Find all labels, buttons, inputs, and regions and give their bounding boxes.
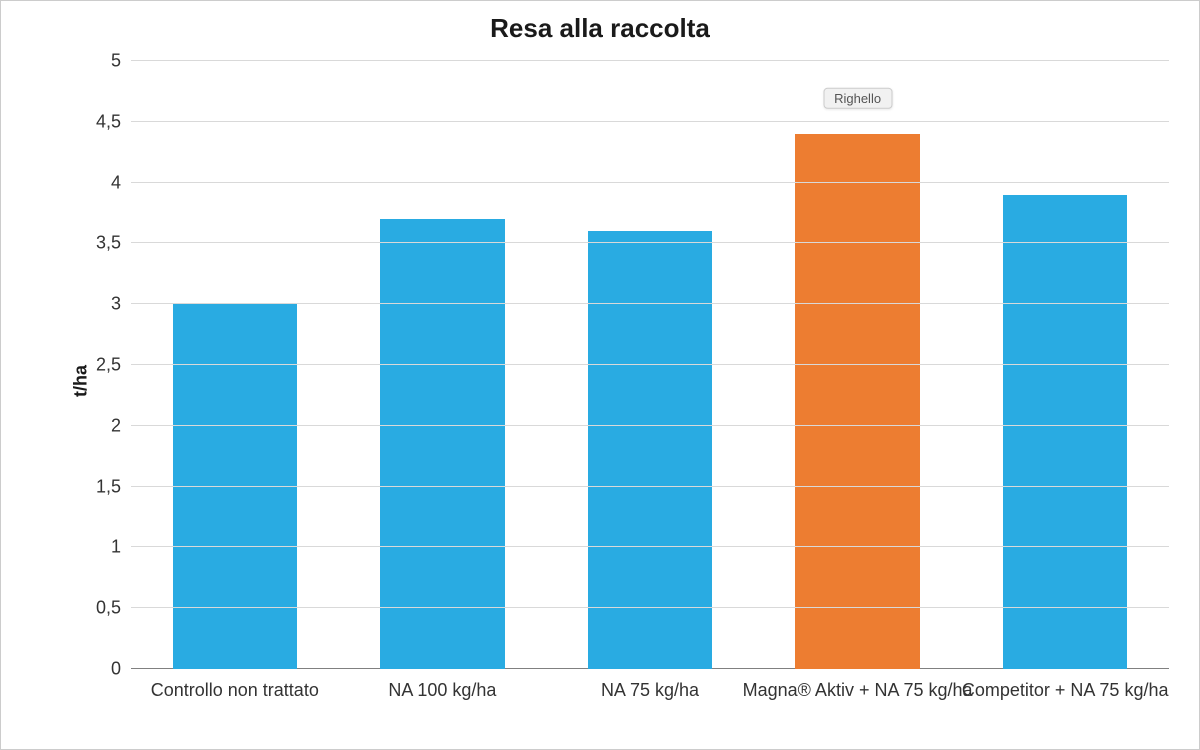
grid-line: [131, 303, 1169, 304]
grid-line: [131, 546, 1169, 547]
y-tick-label: 4,5: [96, 111, 131, 132]
y-tick-label: 0: [111, 659, 131, 680]
grid-line: [131, 607, 1169, 608]
grid-line: [131, 121, 1169, 122]
grid-line: [131, 60, 1169, 61]
tooltip-righello: Righello: [823, 88, 892, 109]
grid-line: [131, 182, 1169, 183]
y-tick-label: 1: [111, 537, 131, 558]
x-tick-label: Competitor + NA 75 kg/ha: [878, 669, 1200, 702]
grid-line: [131, 425, 1169, 426]
plot: Controllo non trattatoNA 100 kg/haNA 75 …: [131, 61, 1169, 669]
bar-slot: Magna® Aktiv + NA 75 kg/haRighello: [754, 61, 962, 669]
y-tick-label: 2: [111, 415, 131, 436]
grid-line: [131, 486, 1169, 487]
plot-area: t/ha Controllo non trattatoNA 100 kg/haN…: [81, 61, 1169, 669]
bar[interactable]: [1003, 195, 1128, 669]
y-tick-label: 3,5: [96, 233, 131, 254]
y-tick-label: 0,5: [96, 598, 131, 619]
bar[interactable]: [380, 219, 505, 669]
bar[interactable]: [795, 134, 920, 669]
y-tick-label: 5: [111, 51, 131, 72]
chart-title: Resa alla raccolta: [21, 13, 1179, 44]
bar-slot: NA 75 kg/ha: [546, 61, 754, 669]
bar-slot: NA 100 kg/ha: [339, 61, 547, 669]
bar-slot: Controllo non trattato: [131, 61, 339, 669]
grid-line: [131, 364, 1169, 365]
chart-container: Resa alla raccolta t/ha Controllo non tr…: [0, 0, 1200, 750]
y-tick-label: 1,5: [96, 476, 131, 497]
bars-group: Controllo non trattatoNA 100 kg/haNA 75 …: [131, 61, 1169, 669]
y-axis-label: t/ha: [71, 365, 92, 397]
y-tick-label: 3: [111, 294, 131, 315]
grid-line: [131, 242, 1169, 243]
bar[interactable]: [588, 231, 713, 669]
y-tick-label: 4: [111, 172, 131, 193]
y-tick-label: 2,5: [96, 355, 131, 376]
bar-slot: Competitor + NA 75 kg/ha: [961, 61, 1169, 669]
